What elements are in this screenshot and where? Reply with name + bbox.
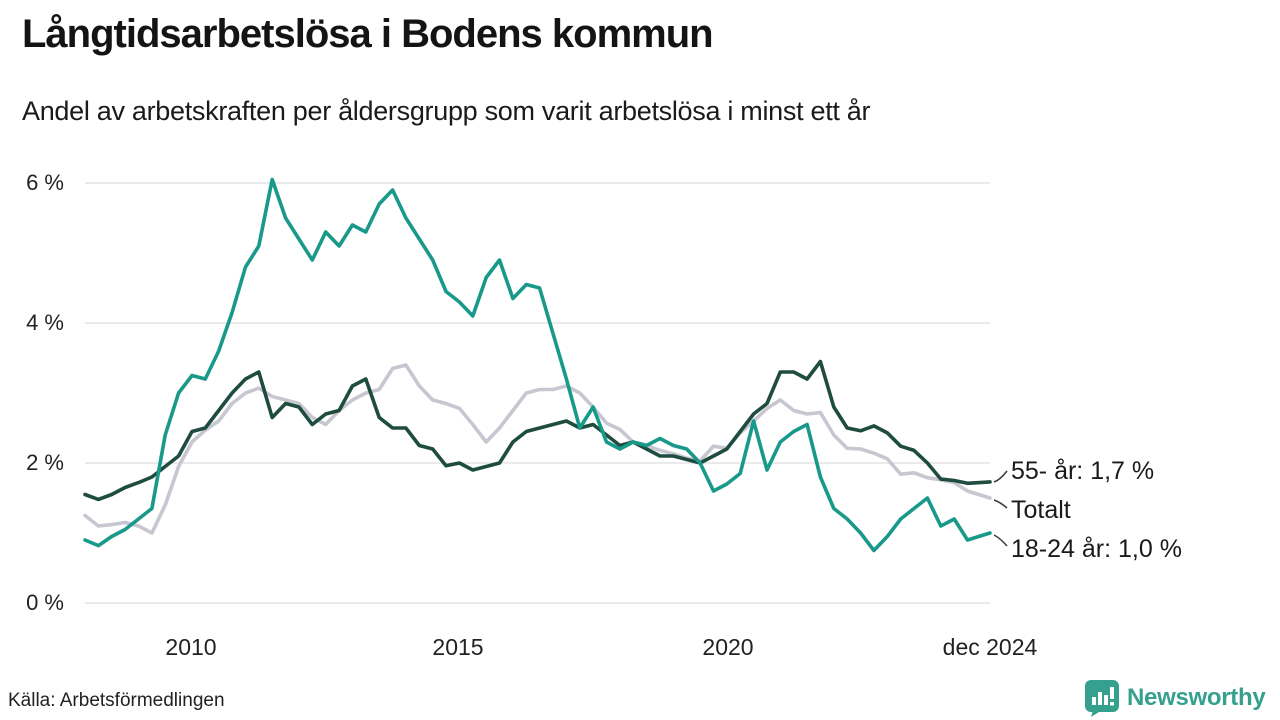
y-axis-tick-0: 0 % <box>26 590 64 615</box>
y-axis-tick-6: 6 % <box>26 170 64 195</box>
page-subtitle: Andel av arbetskraften per åldersgrupp s… <box>22 96 871 126</box>
x-axis-tick-dec-2024: dec 2024 <box>942 634 1038 660</box>
series-line-totalt <box>83 363 992 535</box>
bar-chart-speech-bubble-icon <box>1085 680 1119 717</box>
leader-lines <box>993 470 1008 547</box>
series-line-55-r <box>83 359 992 502</box>
brand-name: Newsworthy <box>1127 684 1266 711</box>
x-axis-tick-2010: 2010 <box>165 634 217 660</box>
leader-line-55 <box>993 470 1008 483</box>
series-line-18-24-r <box>83 177 992 553</box>
series-annotation-totalt: Totalt <box>1011 496 1071 524</box>
series-annotation-55: 55- år: 1,7 % <box>1011 457 1155 485</box>
series-lines <box>83 177 992 553</box>
brand-logo: Newsworthy <box>1084 679 1266 717</box>
leader-line-totalt <box>993 499 1008 509</box>
y-axis-tick-2: 2 % <box>26 450 64 475</box>
source-credit: Källa: Arbetsförmedlingen <box>8 690 225 711</box>
series-annotation-18-24: 18-24 år: 1,0 % <box>1011 535 1182 563</box>
x-axis-tick-2020: 2020 <box>702 634 754 660</box>
gridlines <box>85 182 990 604</box>
page-title: Långtidsarbetslösa i Bodens kommun <box>22 12 714 56</box>
x-axis-tick-2015: 2015 <box>432 634 484 660</box>
y-axis-tick-4: 4 % <box>26 310 64 335</box>
leader-line-18-24 <box>993 534 1008 547</box>
